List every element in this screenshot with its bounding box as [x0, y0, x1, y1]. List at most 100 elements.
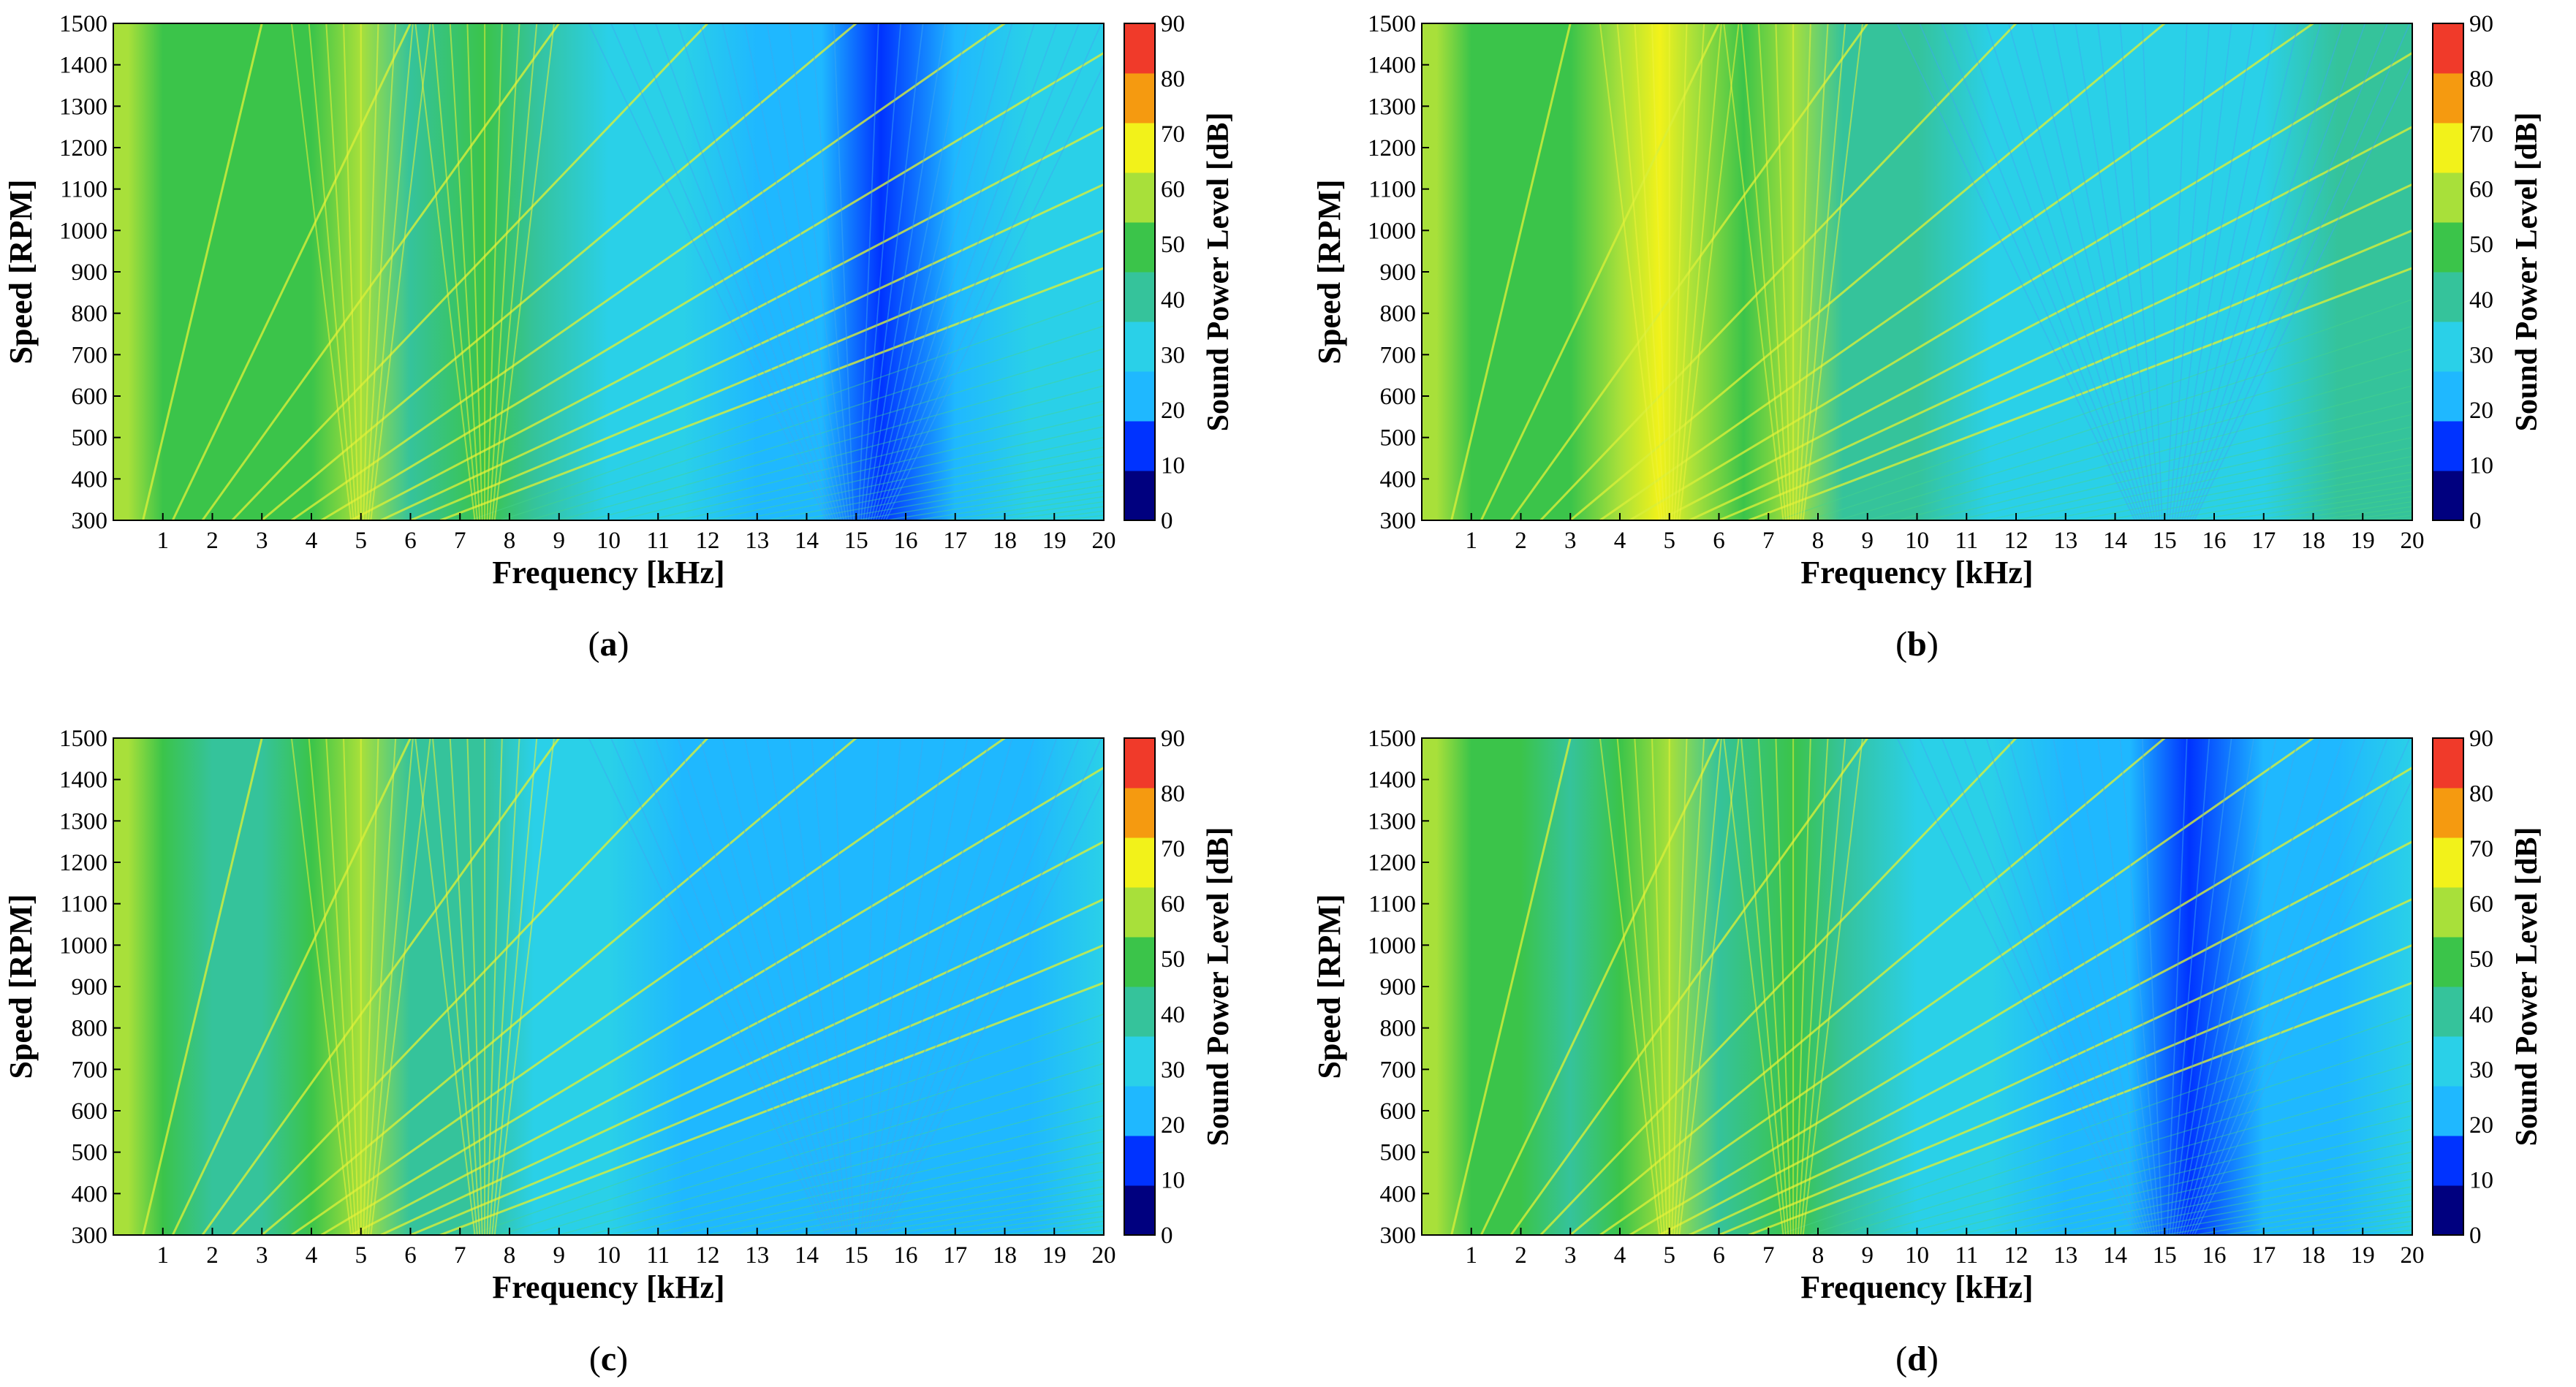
colorbar-segment: [2433, 23, 2463, 74]
y-tick-label: 300: [72, 508, 108, 534]
order-line: [1629, 766, 2412, 1235]
colorbar-segment: [2433, 738, 2463, 788]
sideband-line: [1941, 738, 2141, 1235]
sideband-line: [588, 738, 827, 1235]
sideband-line: [2194, 63, 2412, 520]
x-tick-label: 3: [256, 1242, 268, 1269]
order-line: [529, 348, 1104, 520]
x-tick-label: 19: [1042, 1242, 1067, 1269]
x-axis-label: Frequency [kHz]: [1800, 1269, 2033, 1305]
y-tick-label: 800: [72, 1016, 108, 1042]
sideband-line: [2008, 23, 2148, 520]
sideband-line: [2169, 23, 2211, 520]
sideband-line: [857, 23, 879, 520]
colorbar-tick-label: 80: [2469, 781, 2493, 808]
order-line: [320, 766, 1104, 1235]
x-tick-label: 5: [1664, 528, 1676, 554]
colorbar-segment: [1124, 788, 1155, 838]
carrier-line: [325, 23, 357, 520]
sideband-line: [857, 738, 879, 1235]
sideband-line: [2141, 23, 2163, 520]
sideband-line: [2166, 23, 2188, 520]
sideband-line: [588, 23, 827, 520]
x-tick-label: 17: [943, 1242, 967, 1269]
colorbar-segment: [1124, 123, 1155, 173]
order-line: [469, 299, 1104, 520]
chart-panel-d: 1 2 3 4 5 6 7 8 9 10 11 12 13 14 15 16 17 18 19 20300400500…: [1311, 726, 2544, 1378]
order-line: [1778, 299, 2412, 520]
colorbar-segment: [1124, 371, 1155, 422]
carrier-line: [308, 738, 355, 1235]
x-tick-label: 10: [596, 1242, 621, 1269]
carrier-line: [1678, 738, 1740, 1235]
x-tick-label: 11: [646, 1242, 670, 1269]
order-line: [1926, 1114, 2412, 1235]
y-tick-label: 900: [1380, 259, 1417, 286]
y-tick-label: 800: [1380, 1016, 1417, 1042]
sideband-line: [2178, 23, 2299, 520]
x-tick-label: 11: [646, 528, 670, 554]
carrier-line: [343, 23, 360, 520]
order-line: [588, 385, 1104, 520]
y-axis-label: Speed [RPM]: [1311, 894, 1347, 1079]
y-tick-label: 1300: [59, 94, 107, 120]
order-line: [171, 23, 412, 520]
colorbar-segment: [1124, 1185, 1155, 1236]
sideband-line: [2181, 23, 2322, 520]
sideband-line: [1896, 738, 2136, 1235]
y-tick-label: 700: [72, 1057, 108, 1083]
colorbar-tick-label: 50: [1161, 946, 1185, 973]
carrier-line: [466, 738, 483, 1235]
carrier-line: [325, 738, 357, 1235]
carrier-line: [1802, 738, 1863, 1235]
order-lines: [1450, 23, 2412, 520]
y-tick-label: 1400: [59, 767, 107, 794]
y-tick-label: 1400: [1368, 767, 1416, 794]
colorbar-frame: [2432, 23, 2464, 521]
colorbar-tick-label: 30: [2469, 1057, 2493, 1083]
order-line: [291, 23, 1006, 520]
carrier-line: [1673, 738, 1705, 1235]
carrier-line: [488, 23, 520, 520]
colorbar-segment: [1124, 322, 1155, 372]
y-tick-label: 1400: [59, 53, 107, 79]
x-tick-label: 3: [1564, 528, 1577, 554]
order-line: [1808, 325, 2412, 520]
colorbar-label: Sound Power Level [dB]: [2510, 827, 2544, 1147]
x-tick-label: 18: [2301, 1242, 2325, 1269]
colorbar-tick-label: 60: [2469, 892, 2493, 918]
y-tick-label: 1400: [1368, 53, 1416, 79]
colorbar-tick-label: 20: [2469, 398, 2493, 424]
carrier-line: [1671, 23, 1688, 520]
colorbar-tick-label: 40: [1161, 1002, 1185, 1028]
x-tick-label: 20: [2401, 1242, 2425, 1269]
x-tick-label: 17: [2251, 1242, 2276, 1269]
sideband-line: [655, 23, 835, 520]
colorbar-tick-label: 90: [2469, 11, 2493, 37]
y-tick-label: 1100: [60, 177, 107, 203]
x-tick-label: 19: [2351, 1242, 2375, 1269]
order-line: [1986, 426, 2412, 520]
carrier-line: [308, 23, 355, 520]
order-line: [1956, 1128, 2412, 1235]
y-tick-label: 500: [1380, 1140, 1417, 1166]
colorbar-tick-label: 70: [1161, 836, 1185, 862]
y-tick-label: 900: [1380, 974, 1417, 1000]
sideband-line: [766, 738, 847, 1235]
colorbar-segment: [2433, 788, 2463, 838]
carrier-line: [1775, 738, 1792, 1235]
sideband-line: [865, 23, 946, 520]
colorbar-tick-label: 20: [1161, 398, 1185, 424]
carrier-line: [1651, 23, 1668, 520]
colorbar-segment: [2433, 123, 2463, 173]
carrier-line: [1802, 23, 1863, 520]
sideband-line: [2096, 738, 2158, 1235]
x-tick-label: 9: [553, 1242, 566, 1269]
y-tick-label: 800: [72, 301, 108, 327]
x-tick-label: 4: [306, 1242, 318, 1269]
x-tick-label: 10: [1905, 1242, 1929, 1269]
sideband-line: [700, 738, 840, 1235]
x-tick-label: 10: [596, 528, 621, 554]
order-line: [1450, 738, 1572, 1235]
sideband-line: [860, 738, 902, 1235]
